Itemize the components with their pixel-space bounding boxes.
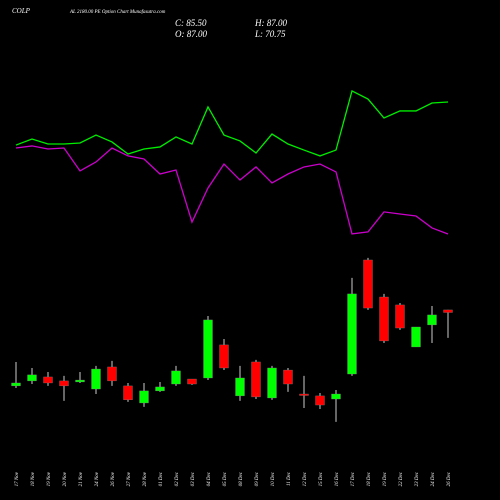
candle-body (107, 366, 117, 382)
x-tick-label: 26 Nov (111, 471, 116, 486)
candle-body (427, 314, 437, 326)
candle-body (443, 309, 453, 313)
x-tick-label: 05 Dec (223, 471, 228, 486)
candle-body (27, 374, 37, 382)
x-tick-label: 23 Dec (415, 471, 420, 486)
open-label: O: 87.00 (175, 29, 207, 39)
candle-body (379, 296, 389, 342)
x-tick-label: 09 Dec (255, 471, 260, 486)
x-tick-label: 24 Nov (95, 471, 100, 486)
x-tick-label: 11 Dec (287, 471, 292, 486)
candle-body (203, 319, 213, 379)
candle-body (347, 293, 357, 375)
x-tick-label: 01 Dec (159, 471, 164, 486)
close-label: C: 85.50 (175, 18, 207, 28)
candle-body (283, 369, 293, 385)
candle-body (59, 380, 69, 387)
indicator-line (15, 145, 449, 235)
x-tick-label: 10 Dec (271, 471, 276, 486)
x-tick-label: 12 Dec (303, 471, 308, 486)
candle-body (171, 370, 181, 385)
x-tick-label: 18 Nov (31, 471, 36, 486)
candle-body (315, 395, 325, 406)
x-tick-label: 17 Nov (15, 471, 20, 486)
candle-body (123, 385, 133, 401)
x-tick-label: 19 Dec (383, 471, 388, 486)
chart-title: COLP (12, 7, 31, 15)
candle-body (411, 326, 421, 348)
candle-body (267, 367, 277, 399)
high-label: H: 87.00 (254, 18, 287, 28)
x-tick-label: 24 Dec (431, 471, 436, 486)
candle-body (11, 382, 21, 387)
x-tick-label: 17 Dec (351, 471, 356, 486)
candle-body (43, 376, 53, 384)
x-tick-label: 28 Nov (143, 471, 148, 486)
x-tick-label: 22 Dec (399, 471, 404, 486)
candle-body (219, 344, 229, 369)
chart-subtitle: AL 2180.00 PE Option Chart Munafasutra.c… (69, 10, 166, 15)
x-tick-label: 15 Dec (319, 471, 324, 486)
candle-body (187, 378, 197, 385)
candle-body (331, 393, 341, 400)
candle-body (91, 368, 101, 390)
candle-body (299, 393, 309, 396)
x-tick-label: 21 Nov (79, 471, 84, 486)
indicator-line (15, 90, 449, 157)
candle-body (251, 361, 261, 398)
candle-body (75, 379, 85, 383)
x-tick-label: 20 Nov (63, 471, 68, 486)
candle-body (235, 377, 245, 397)
x-tick-label: 03 Dec (191, 471, 196, 486)
x-tick-label: 26 Dec (447, 471, 452, 486)
candle-body (155, 386, 165, 392)
low-label: L: 70.75 (254, 29, 286, 39)
x-tick-label: 19 Nov (47, 471, 52, 486)
x-tick-label: 08 Dec (239, 471, 244, 486)
candle-body (395, 304, 405, 329)
x-tick-label: 27 Nov (127, 471, 132, 486)
candle-body (363, 259, 373, 309)
x-tick-label: 18 Dec (367, 471, 372, 486)
x-tick-label: 16 Dec (335, 471, 340, 486)
candle-body (139, 390, 149, 404)
x-tick-label: 02 Dec (175, 471, 180, 486)
x-tick-label: 04 Dec (207, 471, 212, 486)
